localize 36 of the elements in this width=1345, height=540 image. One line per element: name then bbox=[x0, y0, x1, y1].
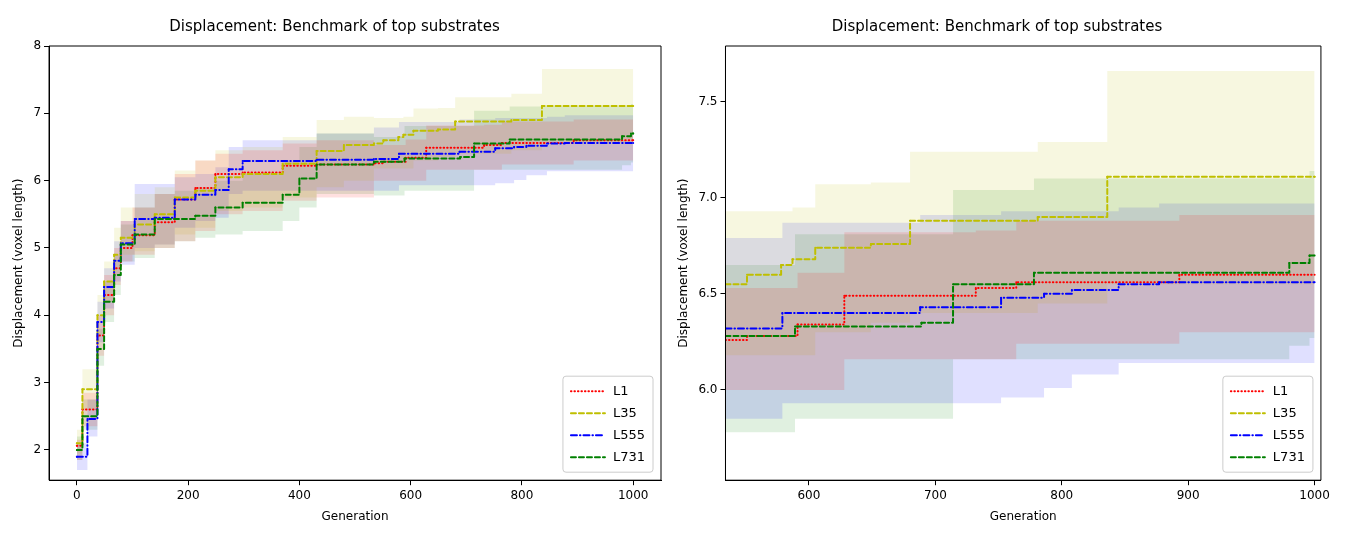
x-tick-label: 1000 bbox=[1299, 487, 1330, 502]
x-tick-label: 800 bbox=[510, 487, 534, 502]
x-tick-label: 400 bbox=[287, 487, 311, 502]
chart-title: Displacement: Benchmark of top substrates bbox=[831, 16, 1163, 35]
y-axis-title: Displacement (voxel length) bbox=[11, 178, 26, 348]
legend-label: L1 bbox=[612, 382, 629, 398]
x-axis-title: Generation bbox=[321, 508, 389, 523]
legend-label: L731 bbox=[1272, 448, 1305, 464]
y-tick-label: 3 bbox=[33, 374, 42, 389]
legend-label: L1 bbox=[1272, 382, 1289, 398]
y-tick-label: 7.0 bbox=[698, 189, 718, 204]
x-tick-label: 0 bbox=[73, 487, 81, 502]
y-tick-label: 7.5 bbox=[698, 93, 718, 108]
chart-title: Displacement: Benchmark of top substrates bbox=[169, 16, 500, 35]
y-tick-label: 6.0 bbox=[698, 382, 718, 397]
legend-label: L731 bbox=[612, 448, 646, 464]
y-tick-label: 8 bbox=[33, 38, 42, 53]
y-axis-title: Displacement (voxel length) bbox=[676, 178, 691, 348]
legend-label: L555 bbox=[612, 426, 646, 442]
y-tick-label: 4 bbox=[33, 307, 42, 322]
x-tick-label: 900 bbox=[1176, 487, 1200, 502]
legend-label: L35 bbox=[612, 404, 637, 420]
y-tick-label: 6.5 bbox=[698, 285, 718, 300]
x-tick-label: 600 bbox=[797, 487, 821, 502]
y-tick-label: 5 bbox=[33, 240, 42, 255]
x-tick-label: 600 bbox=[399, 487, 423, 502]
x-tick-label: 200 bbox=[176, 487, 200, 502]
y-tick-label: 2 bbox=[33, 442, 42, 457]
y-tick-label: 7 bbox=[33, 105, 42, 120]
legend-label: L555 bbox=[1272, 426, 1305, 442]
y-tick-label: 6 bbox=[33, 172, 42, 187]
legend-label: L35 bbox=[1272, 404, 1297, 420]
x-tick-label: 800 bbox=[1050, 487, 1074, 502]
x-tick-label: 1000 bbox=[617, 487, 649, 502]
x-tick-label: 700 bbox=[923, 487, 947, 502]
x-axis-title: Generation bbox=[989, 508, 1057, 523]
